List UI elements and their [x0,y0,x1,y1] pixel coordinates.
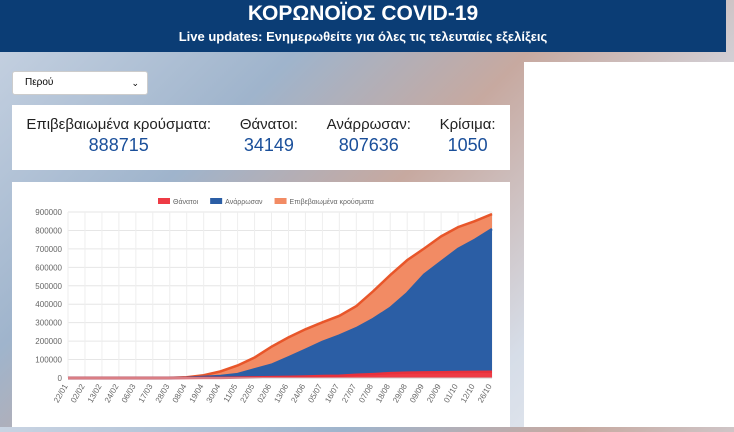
x-tick-label: 17/03 [137,382,155,404]
x-tick-label: 30/04 [205,382,223,404]
x-tick-label: 09/09 [408,382,426,404]
stat-label: Κρίσιμα: [439,116,496,133]
x-tick-label: 13/06 [272,382,290,404]
x-tick-label: 24/02 [103,382,121,404]
x-tick-label: 27/07 [340,382,358,404]
x-tick-label: 29/08 [391,382,409,404]
x-tick-label: 22/01 [52,382,70,404]
legend-swatch [274,198,287,204]
x-tick-label: 07/08 [357,382,375,404]
chart: 0 100000 200000 300000 400000 500000 600000 700… [35,198,494,404]
x-tick-label: 16/07 [323,382,341,404]
legend-swatch [210,198,223,204]
legend-label: Θάνατοι [173,198,199,206]
legend-swatch [158,198,170,204]
legend-label: Επιβεβαιωμένα κρούσματα [290,198,374,206]
stat-label: Ανάρρωσαν: [326,116,411,133]
header-subtitle: Live updates: Ενημερωθείτε για όλες τις … [178,29,548,44]
stat: Θάνατοι: 34149 [240,105,298,170]
y-tick-label: 0 [58,374,63,383]
x-tick-label: 22/05 [238,382,256,404]
y-tick-label: 600000 [35,263,62,272]
x-tick-label: 19/04 [188,382,206,404]
y-tick-label: 200000 [35,337,62,346]
caret: ⌄ [131,78,139,88]
stat-label: Επιβεβαιωμένα κρούσματα: [26,116,212,133]
x-tick-label: 24/06 [289,382,307,404]
area [68,229,492,378]
x-tick-label: 05/07 [306,382,324,404]
y-tick-label: 500000 [35,282,62,291]
stat: Επιβεβαιωμένα κρούσματα: 888715 [26,105,211,170]
stat-value: 34149 [243,135,294,155]
x-tick-label: 06/03 [120,382,138,404]
stat: Κρίσιμα: 1050 [440,105,496,170]
y-tick-label: 400000 [35,300,62,309]
x-tick-label: 13/02 [86,382,104,404]
stat-value: 888715 [88,135,149,155]
y-tick-label: 900000 [35,208,62,217]
x-tick-label: 12/10 [459,382,477,404]
legend-label: Ανάρρωσαν [225,198,263,206]
x-tick-label: 11/05 [222,382,240,404]
y-tick-label: 800000 [35,226,62,235]
country-dropdown[interactable]: Περού ⌄ [12,71,148,95]
x-tick-label: 01/10 [442,382,460,404]
y-tick-label: 700000 [35,245,62,254]
x-tick-label: 28/03 [154,382,172,404]
header-title: ΚΟΡΩΝΟΪΟΣ COVID-19 [247,2,479,25]
area [68,371,492,378]
header: ΚΟΡΩΝΟΪΟΣ COVID-19 Live updates: Ενημερω… [0,0,726,52]
dropdown-value: Περού [25,77,54,88]
x-tick-label: 08/04 [171,382,189,404]
stat-value: 1050 [447,135,488,155]
stat-label: Θάνατοι: [239,116,298,133]
chart-panel: 0 100000 200000 300000 400000 500000 600000 700… [12,182,510,427]
x-tick-label: 20/09 [425,382,443,404]
y-tick-label: 100000 [35,356,62,365]
x-tick-label: 18/08 [374,382,392,404]
side-panel [524,62,734,427]
x-tick-label: 02/06 [255,382,273,404]
x-tick-label: 26/10 [476,382,494,404]
y-tick-label: 300000 [35,319,62,328]
stat-value: 807636 [338,135,399,155]
stats-panel: Επιβεβαιωμένα κρούσματα: 888715 Θάνατοι: 34… [12,105,510,170]
stat: Ανάρρωσαν: 807636 [327,105,411,170]
x-tick-label: 02/02 [69,382,87,404]
